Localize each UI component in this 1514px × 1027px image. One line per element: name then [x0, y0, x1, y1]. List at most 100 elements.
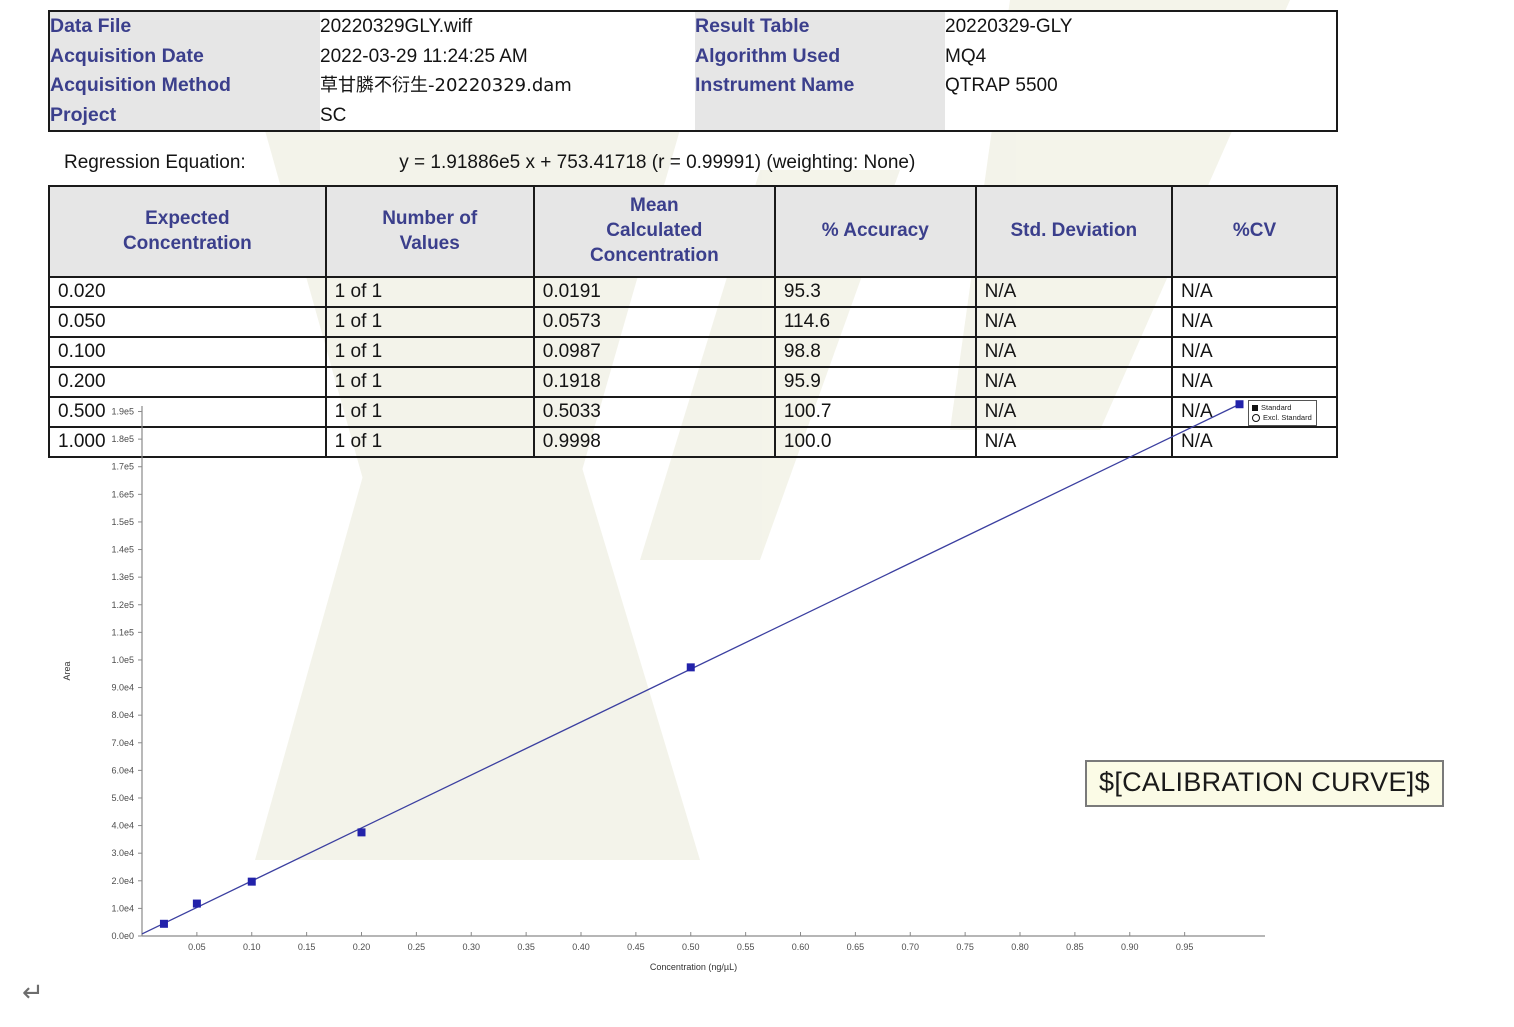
info-value-data-file: 20220329GLY.wiff — [320, 16, 473, 37]
table-cell: N/A — [1171, 337, 1337, 368]
info-value-algorithm-used: MQ4 — [945, 45, 987, 67]
table-row: 0.020 1 of 1 0.0191 95.3 N/A N/A — [49, 277, 1337, 308]
data-point-marker — [1235, 400, 1244, 409]
table-cell: 98.8 — [774, 337, 977, 368]
x-tick-label: 0.45 — [627, 942, 645, 952]
x-tick-label: 0.20 — [353, 942, 371, 952]
data-point-marker — [247, 877, 256, 886]
x-tick-label: 0.10 — [243, 942, 261, 952]
legend-label-excluded-standard: Excl. Standard — [1263, 413, 1312, 422]
y-tick-label: 1.0e4 — [111, 903, 134, 913]
y-tick-label: 1.0e5 — [111, 655, 134, 665]
data-point-marker — [159, 919, 168, 928]
x-tick-label: 0.60 — [792, 942, 810, 952]
y-tick-label: 5.0e4 — [111, 793, 134, 803]
table-cell: 0.1918 — [533, 367, 776, 398]
y-tick-label: 1.8e5 — [111, 434, 134, 444]
calibration-curve-callout: $[CALIBRATION CURVE]$ — [1085, 760, 1444, 807]
column-header-percent-cv: %CV — [1171, 186, 1337, 278]
y-tick-label: 4.0e4 — [111, 821, 134, 831]
table-cell: N/A — [975, 307, 1173, 338]
y-tick-label: 1.2e5 — [111, 600, 134, 610]
y-tick-label: 0.0e0 — [111, 931, 134, 941]
table-row: 0.200 1 of 1 0.1918 95.9 N/A N/A — [49, 367, 1337, 398]
data-point-marker — [357, 828, 366, 837]
info-label-data-file: Data File — [50, 15, 132, 37]
info-value-project: SC — [320, 104, 347, 126]
info-value-instrument-name: QTRAP 5500 — [945, 75, 1058, 96]
x-axis-title: Concentration (ng/µL) — [650, 962, 737, 972]
x-tick-label: 0.80 — [1011, 942, 1029, 952]
regression-equation-value: y = 1.91886e5 x + 753.41718 (r = 0.99991… — [399, 152, 916, 173]
info-label-result-table: Result Table — [695, 15, 810, 37]
regression-equation-row: Regression Equation: y = 1.91886e5 x + 7… — [64, 152, 1364, 174]
data-point-marker — [686, 663, 695, 672]
y-tick-label: 1.5e5 — [111, 517, 134, 527]
calibration-curve-chart: 0.0e0 1.0e4 2.0e4 3.0e4 4.0e4 5.0e4 6.0e4 7.0e4… — [40, 398, 1340, 978]
y-tick-label: 1.6e5 — [111, 489, 134, 499]
table-cell: N/A — [975, 277, 1173, 308]
table-cell: N/A — [1171, 277, 1337, 308]
y-tick-label: 3.0e4 — [111, 848, 134, 858]
x-tick-label: 0.55 — [737, 942, 755, 952]
x-tick-label: 0.30 — [462, 942, 480, 952]
table-cell: 1 of 1 — [325, 367, 535, 398]
y-tick-label: 1.7e5 — [111, 462, 134, 472]
x-tick-label: 0.70 — [901, 942, 919, 952]
x-tick-label: 0.85 — [1066, 942, 1084, 952]
legend-item-excluded-standard: Excl. Standard — [1252, 413, 1312, 423]
info-right-labels: Result Table Algorithm Used Instrument N… — [695, 11, 945, 131]
table-cell: 0.020 — [49, 277, 327, 308]
x-tick-label: 0.25 — [408, 942, 426, 952]
table-cell: 0.0573 — [533, 307, 776, 338]
legend-item-standard: Standard — [1252, 403, 1312, 413]
table-cell: N/A — [1171, 367, 1337, 398]
chart-legend: Standard Excl. Standard — [1248, 400, 1317, 426]
table-cell: 0.100 — [49, 337, 327, 368]
table-cell: N/A — [975, 367, 1173, 398]
stats-header-row: Expected Concentration Number of Values … — [49, 186, 1337, 278]
regression-equation-label: Regression Equation: — [64, 152, 246, 173]
column-header-percent-accuracy: % Accuracy — [774, 186, 977, 278]
column-header-expected-concentration: Expected Concentration — [49, 186, 327, 278]
x-tick-label: 0.90 — [1121, 942, 1139, 952]
table-cell: 1 of 1 — [325, 277, 535, 308]
run-info-table: Data File Acquisition Date Acquisition M… — [48, 10, 1338, 132]
table-cell: 95.9 — [774, 367, 977, 398]
table-cell: 0.0191 — [533, 277, 776, 308]
filled-square-icon — [1252, 405, 1258, 411]
y-tick-label: 8.0e4 — [111, 710, 134, 720]
info-label-algorithm-used: Algorithm Used — [695, 44, 841, 67]
y-tick-label: 2.0e4 — [111, 876, 134, 886]
info-value-acquisition-date: 2022-03-29 11:24:25 AM — [320, 45, 528, 67]
y-tick-label: 1.9e5 — [111, 407, 134, 417]
y-tick-label: 9.0e4 — [111, 683, 134, 693]
table-cell: N/A — [1180, 431, 1213, 452]
table-row: 0.100 1 of 1 0.0987 98.8 N/A N/A — [49, 337, 1337, 368]
x-tick-label: 0.65 — [847, 942, 865, 952]
y-tick-label: 7.0e4 — [111, 738, 134, 748]
x-tick-label: 0.95 — [1176, 942, 1194, 952]
x-tick-label: 0.40 — [572, 942, 590, 952]
y-tick-label: 1.1e5 — [111, 627, 134, 637]
info-left-values: 20220329GLY.wiff 2022-03-29 11:24:25 AM … — [320, 11, 695, 131]
y-tick-label: 1.4e5 — [111, 545, 134, 555]
table-cell: 95.3 — [774, 277, 977, 308]
table-row: 0.050 1 of 1 0.0573 114.6 N/A N/A — [49, 307, 1337, 338]
y-tick-label: 6.0e4 — [111, 765, 134, 775]
table-cell: 0.0987 — [533, 337, 776, 368]
info-label-project: Project — [50, 103, 117, 126]
info-right-values: 20220329-GLY MQ4 QTRAP 5500 — [945, 11, 1337, 131]
legend-label-standard: Standard — [1261, 403, 1292, 412]
y-tick-label: 1.3e5 — [111, 572, 134, 582]
x-tick-label: 0.75 — [956, 942, 974, 952]
paragraph-return-icon: ↵ — [22, 978, 44, 1008]
chart-canvas: 0.0e0 1.0e4 2.0e4 3.0e4 4.0e4 5.0e4 6.0e4 7.0e4… — [62, 400, 1265, 972]
info-label-acquisition-method: Acquisition Method — [50, 74, 231, 96]
table-cell: 0.200 — [49, 367, 327, 398]
table-cell: 1 of 1 — [325, 307, 535, 338]
table-cell: 114.6 — [774, 307, 977, 338]
table-cell: N/A — [975, 337, 1173, 368]
x-tick-label: 0.50 — [682, 942, 700, 952]
table-cell: 1 of 1 — [325, 337, 535, 368]
